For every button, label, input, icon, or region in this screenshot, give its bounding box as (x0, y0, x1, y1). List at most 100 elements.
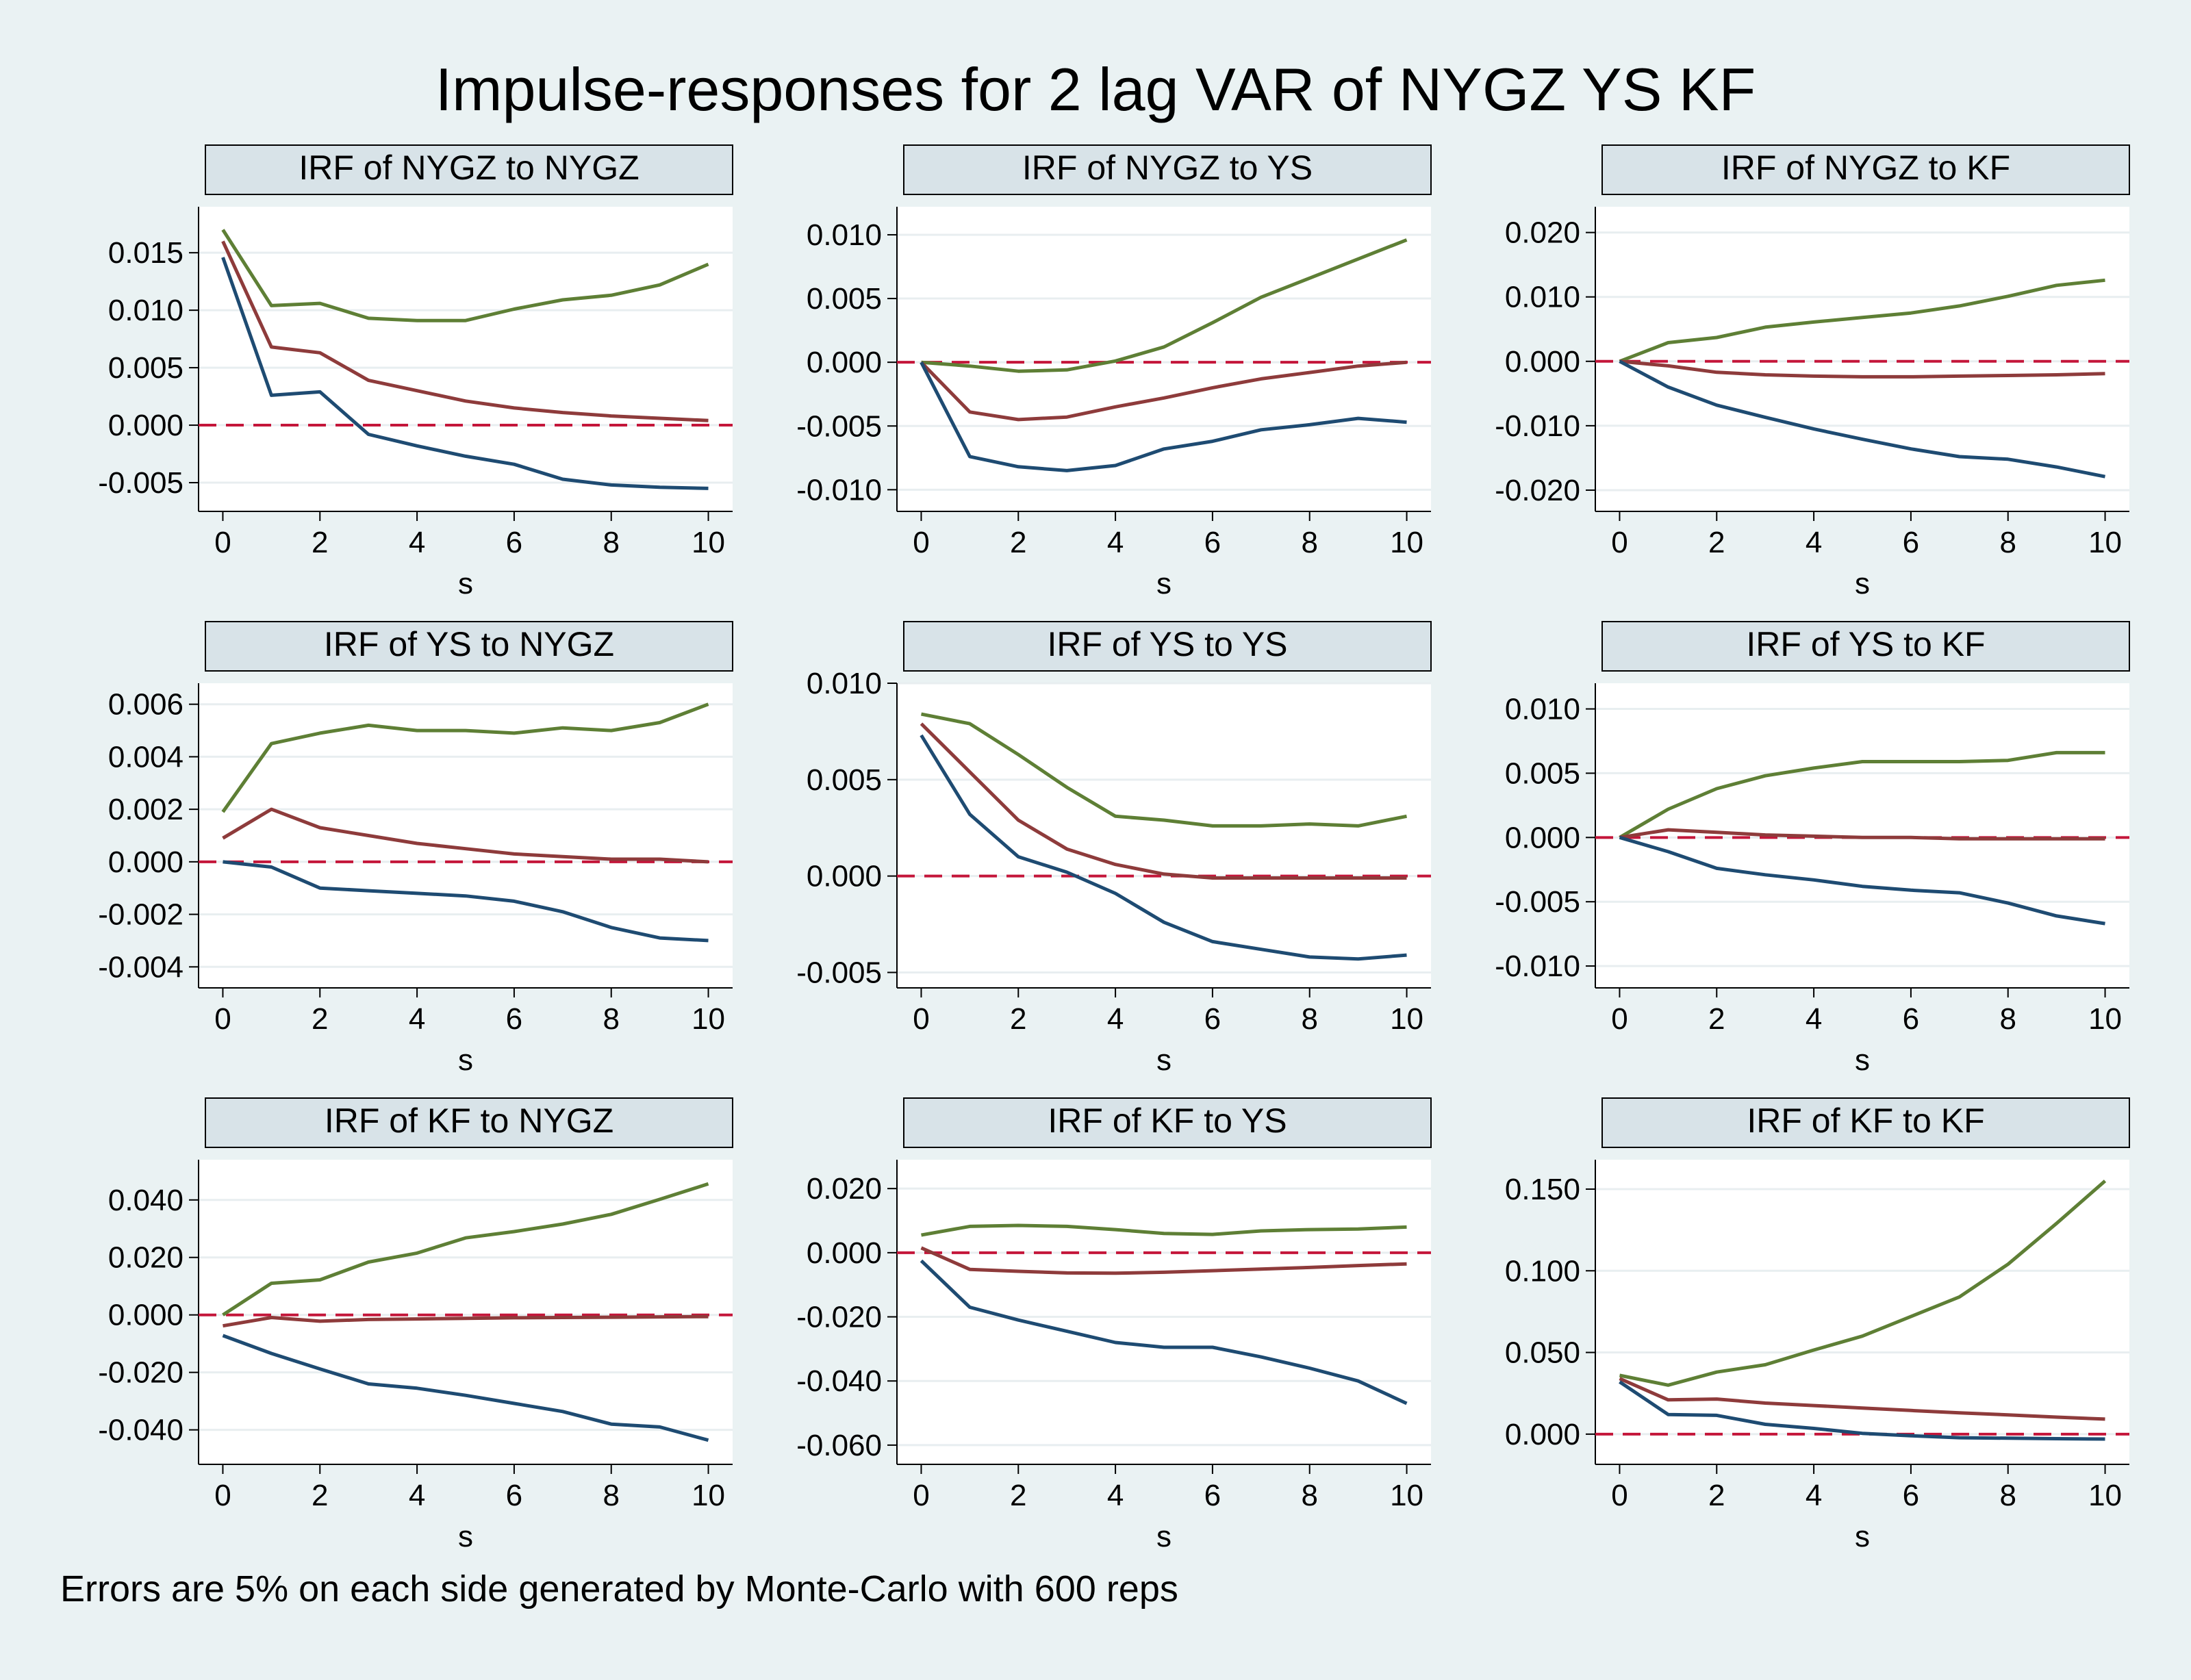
series-line-irf (1619, 828, 2105, 841)
x-tick-label: 2 (312, 526, 328, 559)
x-tick-label: 2 (1708, 1002, 1725, 1036)
y-tick-label: -0.040 (796, 1364, 882, 1398)
x-tick-label: 6 (1903, 1479, 1919, 1512)
x-tick-label: 4 (1107, 1479, 1124, 1512)
x-tick-label: 8 (603, 1002, 619, 1036)
irf-panel-nygz-ys: IRF of NYGZ to YS -0.010 -0.005 0.000 0.005 0… (796, 144, 1432, 600)
x-tick-label: 8 (603, 526, 619, 559)
y-tick-label: 0.000 (108, 1299, 183, 1332)
y-tick-label: 0.100 (1505, 1254, 1580, 1288)
y-tick-label: 0.010 (108, 294, 183, 327)
figure-title: Impulse-responses for 2 lag VAR of NYGZ … (435, 55, 1756, 123)
x-tick-label: 2 (1010, 526, 1026, 559)
x-axis-label: s (1156, 1043, 1172, 1077)
series-line-irf (221, 240, 709, 422)
y-tick-label: -0.010 (1495, 409, 1580, 443)
panel-title: IRF of YS to YS (1047, 625, 1287, 663)
series-line-lower (920, 1259, 1408, 1405)
x-axis-label: s (458, 567, 473, 600)
x-tick-label: 0 (1611, 1479, 1628, 1512)
figure-footnote: Errors are 5% on each side generated by … (60, 1568, 1178, 1609)
panel-title-bar (1601, 1097, 2130, 1148)
y-tick-label: 0.015 (108, 236, 183, 270)
x-tick-label: 0 (214, 1002, 231, 1036)
x-tick-label: 0 (913, 1479, 929, 1512)
plot-area (1595, 1160, 2129, 1464)
series-line-irf (1619, 1377, 2105, 1421)
x-tick-label: 10 (1390, 1002, 1423, 1036)
x-axis-label: s (1855, 1043, 1870, 1077)
series-line-lower (920, 361, 1407, 472)
x-tick-label: 8 (1999, 1002, 2016, 1036)
y-tick-label: 0.004 (108, 740, 183, 774)
series-line-lower (920, 734, 1407, 961)
y-tick-label: 0.005 (1505, 756, 1580, 790)
panel-title-bar (903, 621, 1432, 672)
irf-panel-ys-ys: IRF of YS to YS -0.005 0.000 0.005 0.010 0 2 4 6… (796, 621, 1432, 1077)
y-tick-label: 0.020 (807, 1172, 882, 1206)
y-tick-label: 0.000 (1505, 821, 1580, 854)
x-tick-label: 6 (506, 526, 522, 559)
panel-title: IRF of NYGZ to YS (1022, 149, 1313, 187)
x-tick-label: 6 (1204, 526, 1221, 559)
y-tick-label: -0.002 (98, 898, 183, 932)
y-tick-label: 0.005 (108, 351, 183, 385)
x-tick-label: 8 (603, 1479, 619, 1512)
series-line-upper (221, 229, 709, 322)
x-tick-label: 2 (1708, 526, 1725, 559)
x-tick-label: 0 (1611, 1002, 1628, 1036)
series-line-irf (920, 1246, 1407, 1275)
y-tick-label: 0.150 (1505, 1173, 1580, 1206)
plot-area (1595, 207, 2129, 511)
x-tick-label: 4 (1107, 526, 1124, 559)
series-line-lower (1619, 1380, 2105, 1441)
x-tick-label: 2 (1010, 1002, 1026, 1036)
x-axis-label: s (458, 1043, 473, 1077)
x-tick-label: 0 (214, 526, 231, 559)
y-tick-label: -0.005 (1495, 885, 1580, 919)
x-tick-label: 10 (692, 526, 725, 559)
panel-title: IRF of KF to NYGZ (325, 1102, 613, 1140)
y-tick-label: 0.000 (807, 346, 882, 379)
x-tick-label: 10 (692, 1002, 725, 1036)
x-tick-label: 8 (1301, 1479, 1317, 1512)
x-tick-label: 10 (2088, 526, 2122, 559)
plot-area (897, 207, 1431, 511)
y-tick-label: 0.005 (807, 763, 882, 797)
plot-area (199, 683, 733, 988)
y-tick-label: 0.002 (108, 793, 183, 826)
series-line-lower (1619, 359, 2105, 479)
y-tick-label: -0.004 (98, 950, 183, 984)
series-line-upper (222, 1182, 709, 1316)
panel-title-bar (205, 144, 733, 195)
plot-area (897, 1160, 1431, 1464)
y-tick-label: 0.000 (1505, 345, 1580, 379)
x-tick-label: 4 (1806, 1002, 1822, 1036)
panel-title-bar (1601, 621, 2130, 672)
x-tick-label: 4 (409, 1479, 425, 1512)
series-line-irf (222, 807, 709, 864)
series-line-irf (920, 360, 1407, 422)
panel-title-bar (1601, 144, 2130, 195)
x-tick-label: 4 (409, 1002, 425, 1036)
panel-title: IRF of NYGZ to KF (1721, 149, 2010, 187)
y-tick-label: 0.050 (1505, 1336, 1580, 1370)
irf-panel-nygz-kf: IRF of NYGZ to KF -0.020 -0.010 0.000 0.010 0… (1495, 144, 2130, 600)
y-tick-label: -0.010 (1495, 950, 1580, 983)
series-line-upper (221, 702, 709, 813)
irf-panel-ys-kf: IRF of YS to KF -0.010 -0.005 0.000 0.005 0.0… (1495, 621, 2130, 1077)
series-line-irf (223, 1314, 709, 1328)
panel-title-bar (903, 144, 1432, 195)
irf-panel-kf-nygz: IRF of KF to NYGZ -0.040 -0.020 0.000 0.020 0… (98, 1097, 733, 1553)
x-axis-label: s (1156, 1520, 1172, 1553)
y-tick-label: 0.000 (807, 860, 882, 893)
series-line-upper (1619, 750, 2105, 839)
y-tick-label: -0.020 (98, 1356, 183, 1390)
x-tick-label: 6 (1903, 1002, 1919, 1036)
y-tick-label: -0.020 (1495, 474, 1580, 507)
x-tick-label: 2 (312, 1479, 328, 1512)
y-tick-label: -0.040 (98, 1414, 183, 1447)
x-axis-label: s (1855, 1520, 1870, 1553)
x-tick-label: 2 (1708, 1479, 1725, 1512)
